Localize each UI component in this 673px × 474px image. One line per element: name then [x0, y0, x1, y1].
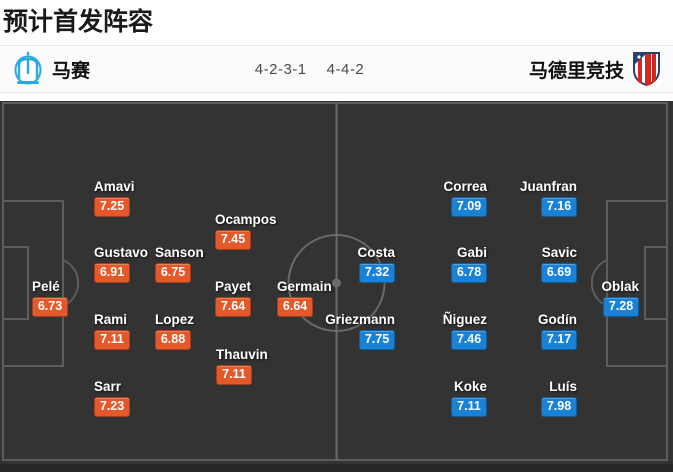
player-home[interactable]: Lopez 6.88	[155, 312, 194, 351]
player-rating-badge: 7.11	[451, 397, 487, 418]
player-name: Lopez	[155, 312, 194, 328]
player-home[interactable]: Rami 7.11	[94, 312, 130, 351]
player-home[interactable]: Sarr 7.23	[94, 379, 130, 418]
player-rating-badge: 6.91	[94, 263, 130, 284]
player-away[interactable]: Luís 7.98	[541, 379, 577, 418]
player-rating-badge: 7.09	[451, 197, 487, 218]
player-away[interactable]: Juanfran 7.16	[519, 179, 577, 218]
player-rating-badge: 7.25	[94, 197, 130, 218]
player-name: Costa	[357, 245, 395, 261]
player-name: Correa	[443, 179, 487, 195]
away-team[interactable]: 马德里竞技	[528, 52, 661, 87]
player-away[interactable]: Koke 7.11	[451, 379, 487, 418]
player-away[interactable]: Griezmann 7.75	[325, 312, 395, 351]
home-formation: 4-2-3-1	[254, 60, 307, 78]
player-rating-badge: 7.11	[94, 330, 130, 351]
player-rating-badge: 7.64	[215, 297, 251, 318]
player-away[interactable]: Godín 7.17	[538, 312, 577, 351]
player-name: Oblak	[601, 279, 639, 295]
player-rating-badge: 6.75	[155, 263, 191, 284]
player-name: Ocampos	[215, 212, 277, 228]
player-home[interactable]: Payet 7.64	[215, 279, 252, 318]
om-crest-icon	[12, 51, 44, 87]
pitch: Pelé 6.73 Amavi 7.25 Gustavo 6.91 Rami 7.11 Sarr…	[0, 101, 673, 473]
player-rating-badge: 6.69	[541, 263, 577, 284]
formations: 4-2-3-1 4-4-2	[90, 61, 529, 78]
player-name: Koke	[453, 379, 487, 395]
player-away[interactable]: Ñiguez 7.46	[442, 312, 487, 351]
player-away[interactable]: Costa 7.32	[357, 245, 395, 284]
player-name: Ñiguez	[442, 312, 487, 328]
player-name: Gustavo	[94, 245, 149, 261]
player-name: Rami	[94, 312, 128, 328]
player-home[interactable]: Pelé 6.73	[32, 279, 68, 318]
player-rating-badge: 7.23	[94, 397, 130, 418]
player-name: Germain	[277, 279, 332, 295]
player-name: Sarr	[94, 379, 122, 395]
player-rating-badge: 7.16	[541, 197, 577, 218]
player-away[interactable]: Gabi 6.78	[451, 245, 487, 284]
player-rating-badge: 7.46	[451, 330, 487, 351]
page-title: 预计首发阵容	[3, 8, 154, 36]
away-team-name: 马德里竞技	[528, 60, 624, 82]
player-rating-badge: 7.75	[359, 330, 395, 351]
player-name: Thauvin	[216, 347, 268, 363]
player-name: Griezmann	[325, 312, 395, 328]
player-home[interactable]: Sanson 6.75	[155, 245, 204, 284]
player-home[interactable]: Amavi 7.25	[94, 179, 135, 218]
player-home[interactable]: Thauvin 7.11	[216, 347, 268, 386]
player-home[interactable]: Ocampos 7.45	[215, 212, 277, 251]
player-home[interactable]: Gustavo 6.91	[94, 245, 149, 284]
player-rating-badge: 6.64	[277, 297, 313, 318]
player-rating-badge: 7.98	[541, 397, 577, 418]
player-name: Gabi	[456, 245, 487, 261]
player-rating-badge: 7.28	[603, 297, 639, 318]
player-name: Amavi	[94, 179, 135, 195]
player-rating-badge: 7.11	[216, 365, 252, 386]
player-away[interactable]: Correa 7.09	[443, 179, 487, 218]
player-name: Godín	[538, 312, 577, 328]
player-rating-badge: 7.17	[541, 330, 577, 351]
home-team-name: 马赛	[52, 60, 91, 82]
player-rating-badge: 6.73	[32, 297, 68, 318]
player-rating-badge: 6.78	[451, 263, 487, 284]
home-team[interactable]: 马赛	[12, 51, 90, 87]
match-header: 马赛 4-2-3-1 4-4-2 马德里竞技	[0, 45, 673, 94]
player-name: Savic	[541, 245, 577, 261]
player-away[interactable]: Oblak 7.28	[601, 279, 639, 318]
player-away[interactable]: Savic 6.69	[541, 245, 577, 284]
player-name: Luís	[549, 379, 577, 395]
player-name: Sanson	[155, 245, 204, 261]
player-home[interactable]: Germain 6.64	[277, 279, 332, 318]
player-rating-badge: 7.45	[215, 230, 251, 251]
player-rating-badge: 7.32	[359, 263, 395, 284]
away-formation: 4-4-2	[326, 60, 365, 78]
player-name: Pelé	[32, 279, 60, 295]
atletico-crest-icon	[632, 52, 661, 87]
pitch-markings	[2, 102, 668, 462]
player-name: Payet	[215, 279, 252, 295]
player-rating-badge: 6.88	[155, 330, 191, 351]
player-name: Juanfran	[519, 179, 577, 195]
